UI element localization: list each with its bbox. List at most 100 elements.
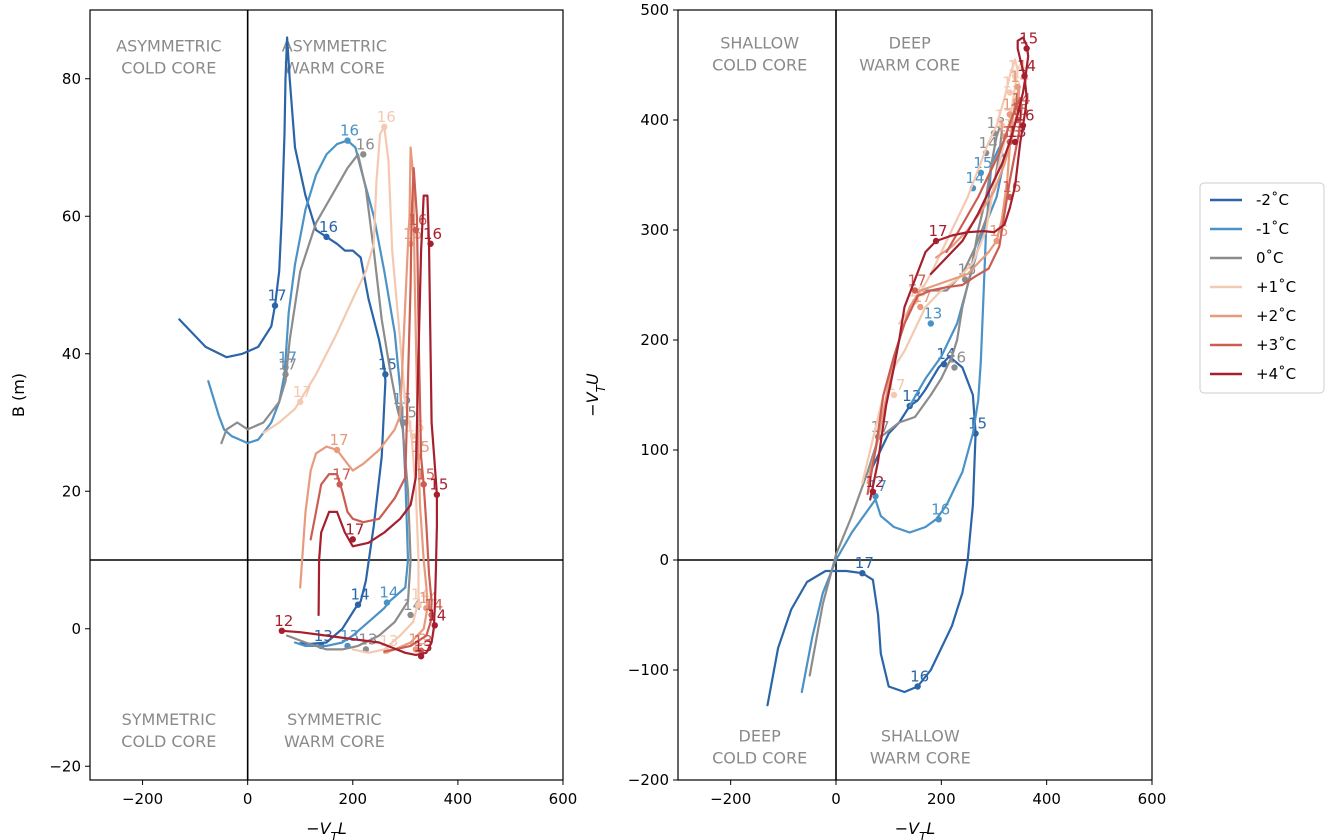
series-point [951, 364, 958, 371]
point-label: 16 [377, 108, 396, 126]
plot-frame [89, 9, 564, 781]
point-label: 14 [419, 589, 438, 607]
point-label: 16 [319, 218, 338, 236]
y-tick-label: 80 [62, 70, 81, 88]
point-label: 15 [416, 465, 435, 483]
legend-label: +4˚C [1256, 365, 1296, 383]
quadrant-label: DEEP WARM CORE [859, 34, 960, 75]
x-tick-label: −200 [122, 790, 163, 808]
y-tick-label: −100 [628, 661, 669, 679]
point-label: 17 [345, 520, 364, 538]
point-label: 16 [947, 349, 966, 367]
series-point [278, 627, 286, 635]
x-tick-label: 0 [831, 790, 841, 808]
series-point [890, 391, 898, 399]
series-point [427, 240, 434, 247]
series-point [344, 137, 351, 144]
point-label: 12 [274, 612, 293, 630]
point-label: 15 [968, 415, 987, 433]
series-point [417, 647, 425, 654]
point-label: 17 [293, 383, 312, 401]
legend-label: +2˚C [1256, 307, 1296, 325]
quadrant-label: SHALLOW WARM CORE [870, 727, 971, 768]
point-label: 13 [358, 630, 377, 648]
series-point [1011, 138, 1019, 146]
series-point [423, 604, 430, 612]
series-point [412, 226, 420, 234]
y-tick-label: 400 [640, 111, 669, 129]
series-point [993, 237, 1000, 245]
x-tick-label: −200 [710, 790, 751, 808]
series-line [866, 96, 1023, 496]
series-group: 17 16 15 14 13 17 16 15 14 13 17 16 15 14 13 17 16 15 14 13… [178, 36, 448, 660]
point-label: 14 [427, 606, 446, 624]
series-point [1006, 89, 1013, 96]
point-label: 13 [923, 305, 942, 323]
legend-label: -1˚C [1256, 220, 1289, 238]
y-tick-label: 200 [640, 331, 669, 349]
plot-frame [677, 9, 1153, 781]
legend: -2˚C -1˚C 0˚C +1˚C +2˚C +3˚C +4˚C [1199, 182, 1325, 394]
series-point [433, 491, 441, 498]
point-label: 17 [267, 287, 286, 305]
series-point [935, 516, 942, 523]
point-label: 17 [329, 431, 348, 449]
series-point [1021, 72, 1028, 80]
x-axis-label: −VTL [306, 819, 347, 840]
series-point [977, 169, 985, 176]
point-label: 15 [378, 355, 397, 373]
quadrant-label: DEEP COLD CORE [712, 727, 807, 768]
series-point [282, 371, 289, 378]
legend-label: -2˚C [1256, 191, 1289, 209]
legend-box [1199, 182, 1325, 394]
y-tick-label: 60 [62, 207, 81, 225]
quadrant-label: SYMMETRIC WARM CORE [284, 710, 385, 751]
x-tick-label: 200 [927, 790, 956, 808]
series-point [412, 646, 420, 653]
y-tick-label: 20 [62, 482, 81, 500]
series-point [1019, 122, 1027, 129]
point-label: 13 [340, 627, 359, 645]
quadrant-label: ASYMMETRIC WARM CORE [282, 36, 387, 77]
series-point [381, 123, 388, 131]
point-label: 17 [332, 465, 351, 483]
y-axis-label: B (m) [9, 373, 28, 417]
point-label: 13 [414, 637, 433, 655]
series-line [869, 36, 1030, 501]
y-tick-label: −20 [49, 757, 81, 775]
y-tick-label: 500 [640, 1, 669, 19]
series-point [415, 601, 422, 608]
series-point [859, 570, 866, 577]
series-point [271, 302, 279, 309]
point-label: 14 [424, 596, 443, 614]
x-axis-label: −VTL [895, 819, 936, 840]
series-point [297, 398, 304, 406]
chart-panel-left: ASYMMETRIC COLD CORE ASYMMETRIC WARM CORE SY… [9, 9, 577, 840]
series-point [917, 303, 924, 311]
series-line [766, 355, 977, 707]
series-line [207, 139, 410, 647]
point-label: 14 [1017, 57, 1036, 75]
point-label: 15 [406, 417, 425, 435]
point-label: 16 [340, 122, 359, 140]
point-label: 13 [1008, 123, 1027, 141]
point-label: 16 [356, 135, 375, 153]
series-line [262, 125, 420, 654]
series-point [323, 233, 330, 241]
y-tick-label: 0 [659, 551, 669, 569]
series-point [349, 536, 356, 543]
series-line [861, 58, 1019, 485]
point-label: 16 [1002, 178, 1021, 196]
point-label: 17 [278, 355, 297, 373]
series-point [998, 122, 1006, 129]
series-line [299, 146, 429, 654]
y-tick-label: 0 [71, 620, 81, 638]
x-tick-label: 600 [1138, 790, 1167, 808]
series-point [428, 611, 435, 619]
point-label: 14 [379, 584, 398, 602]
point-label: 17 [855, 554, 874, 572]
quadrant-label: SYMMETRIC COLD CORE [121, 710, 216, 751]
legend-label: +1˚C [1256, 278, 1296, 296]
legend-label: +3˚C [1256, 336, 1296, 354]
y-tick-label: 40 [62, 345, 81, 363]
